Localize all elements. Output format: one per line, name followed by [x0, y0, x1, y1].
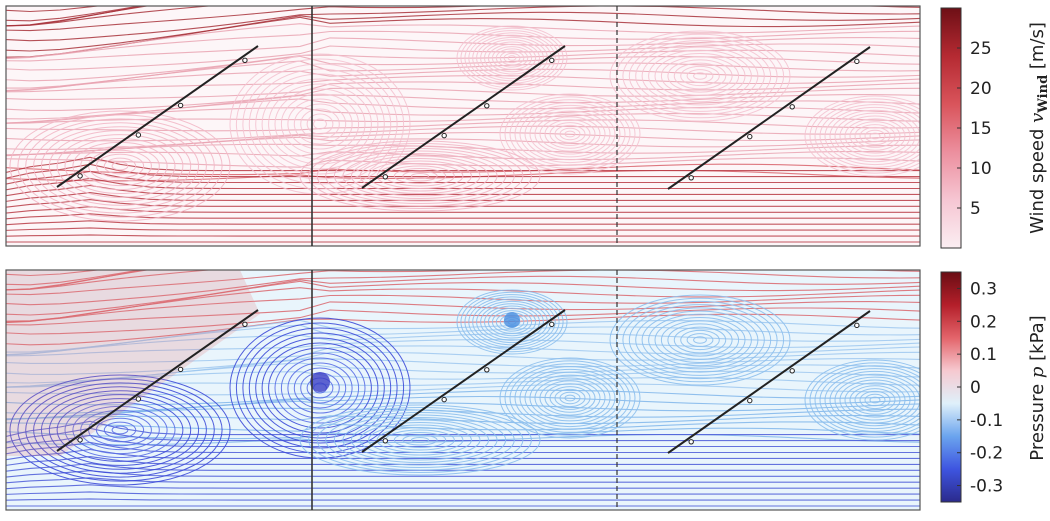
- pressure-colorbar: 0.3 0.2 0.1 0 -0.1 -0.2 -0.3 Pressure p [kPa]: [940, 271, 1048, 503]
- pressure-colorbar-tick-label: -0.3: [970, 477, 1003, 497]
- pressure-colorbar-tick-label: 0.3: [970, 279, 997, 299]
- pressure-colorbar-tick-label: 0: [970, 378, 981, 398]
- module-support: [77, 437, 83, 443]
- module-support: [177, 102, 184, 109]
- wind-colorbar-tick-label: 10: [970, 159, 992, 179]
- module-support: [382, 174, 388, 180]
- wind-speed-panel: 25 20 15 10 5 Wind speed vWind [m/s]: [5, 5, 1050, 249]
- solar-module-row: [667, 46, 871, 190]
- module-support: [382, 438, 388, 444]
- wind-colorbar-title: Wind speed vWind [m/s]: [1027, 22, 1050, 234]
- module-support: [242, 57, 248, 63]
- module-support: [177, 366, 184, 373]
- module-support: [77, 173, 83, 179]
- module-support: [484, 103, 490, 109]
- pressure-panel: 0.3 0.2 0.1 0 -0.1 -0.2 -0.3 Pressure p [kPa]: [5, 269, 1048, 511]
- solar-module-row: [667, 310, 871, 454]
- wind-colorbar-tick-label: 15: [970, 119, 992, 139]
- pressure-streamlines: [6, 270, 920, 510]
- module-support: [549, 57, 555, 64]
- module-support: [549, 321, 555, 328]
- wind-colorbar-tick-label: 5: [970, 199, 981, 219]
- module-support: [688, 439, 694, 445]
- pressure-colorbar-tick-label: 0.2: [970, 312, 997, 332]
- module-support: [242, 321, 248, 327]
- module-support: [688, 175, 694, 181]
- wind-colorbar-tick-label: 20: [970, 79, 992, 99]
- solar-module-row: [361, 45, 566, 189]
- module-support: [854, 58, 860, 65]
- solar-module-row: [361, 309, 566, 453]
- wind-panel-frame: [5, 5, 921, 247]
- wind-solar-modules: [56, 45, 871, 190]
- pressure-colorbar-tick-label: 0.1: [970, 345, 997, 365]
- module-support: [484, 367, 490, 373]
- solar-module-row: [56, 309, 259, 452]
- module-support: [441, 396, 447, 403]
- module-support: [135, 132, 142, 138]
- pressure-colorbar-tick-label: -0.1: [970, 411, 1003, 431]
- module-support: [441, 132, 447, 139]
- wind-colorbar-tick-label: 25: [970, 39, 992, 59]
- solar-module-row: [56, 45, 259, 188]
- module-support: [854, 322, 860, 329]
- pressure-solar-modules: [56, 309, 871, 454]
- wind-streamlines: [6, 6, 920, 246]
- module-support: [135, 396, 142, 402]
- wind-colorbar: 25 20 15 10 5 Wind speed vWind [m/s]: [940, 7, 1050, 249]
- module-support: [789, 104, 795, 110]
- module-support: [747, 397, 753, 404]
- pressure-colorbar-title: Pressure p [kPa]: [1027, 315, 1048, 460]
- module-support: [747, 133, 753, 140]
- pressure-colorbar-tick-label: -0.2: [970, 444, 1003, 464]
- module-support: [789, 368, 795, 374]
- pressure-panel-frame: [5, 269, 921, 511]
